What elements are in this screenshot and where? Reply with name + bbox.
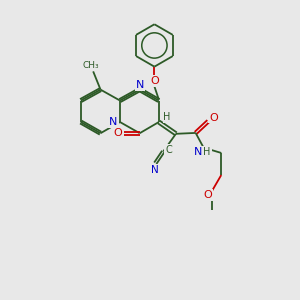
Text: H: H: [164, 112, 171, 122]
Text: N: N: [109, 117, 118, 127]
Text: O: O: [209, 112, 218, 123]
Text: N: N: [136, 80, 144, 90]
Text: H: H: [203, 147, 211, 157]
Text: CH₃: CH₃: [82, 61, 99, 70]
Text: N: N: [194, 147, 202, 157]
Text: O: O: [113, 128, 122, 138]
Text: O: O: [203, 190, 212, 200]
Text: O: O: [150, 76, 159, 86]
Text: N: N: [151, 165, 159, 175]
Text: C: C: [165, 145, 172, 155]
